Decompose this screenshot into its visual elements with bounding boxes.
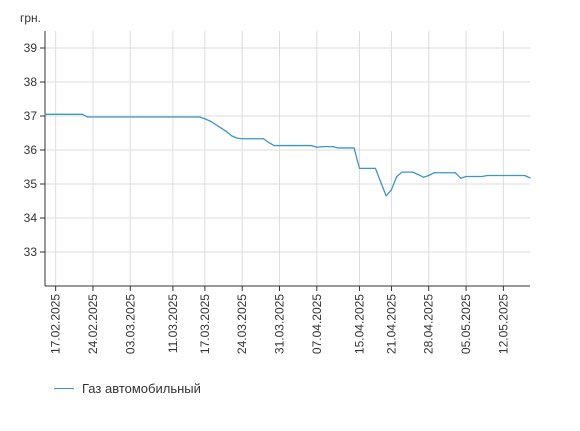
data-point [204,118,206,120]
data-point [390,189,393,191]
x-tick-label: 17.03.2025 [198,294,212,354]
series-layer [44,113,531,197]
data-point [465,175,467,178]
x-tick-label: 11.03.2025 [166,294,180,353]
x-tick-label: 07.04.2025 [310,294,324,354]
data-point [44,113,46,115]
x-tick-label: 03.03.2025 [123,294,137,354]
y-tick-label: 35 [24,177,38,191]
y-tick-label: 37 [24,109,38,123]
y-tick-label: 36 [24,143,38,157]
x-tick-label: 24.02.2025 [86,294,100,354]
legend-label: Газ автомобильный [82,381,201,396]
data-point [268,141,270,144]
y-tick-label: 33 [24,245,38,259]
y-tick-label: 38 [24,75,38,89]
data-point [401,171,403,173]
x-tick-label: 24.03.2025 [235,294,249,354]
x-tick-label: 28.04.2025 [422,294,436,354]
y-tick-label: 39 [24,41,38,55]
grid [40,31,530,291]
data-point [273,144,275,147]
x-tick-label: 21.04.2025 [384,294,398,354]
y-axis-label: грн. [20,11,41,25]
data-point [321,146,323,148]
data-point [486,174,488,177]
data-point [332,146,334,148]
data-point [460,177,462,179]
x-tick-label: 05.05.2025 [459,294,473,354]
data-point [198,116,201,118]
data-point [433,172,435,174]
data-point [310,144,313,147]
data-point [396,175,398,178]
x-tick-label: 12.05.2025 [496,294,510,354]
data-point [385,195,387,197]
x-tick-label: 31.03.2025 [273,294,287,354]
x-tick-label: 15.04.2025 [352,294,366,354]
y-tick-labels: 33 34 35 36 37 38 39 [24,41,38,259]
data-point [529,177,531,179]
data-point [81,113,83,115]
x-tick-label: 17.02.2025 [49,294,63,354]
data-point [241,138,243,140]
legend[interactable]: Газ автомобильный [54,381,201,396]
y-tick-label: 34 [24,211,38,225]
data-point [337,147,339,149]
data-point [358,167,361,169]
data-point [220,127,222,129]
data-point [225,130,227,132]
data-point [374,167,377,169]
data-point [481,175,483,178]
axes [44,31,530,287]
data-point [428,174,430,177]
data-point [236,137,238,139]
data-point [524,174,526,177]
data-point [412,171,414,173]
data-point [209,120,211,122]
data-point [353,147,355,149]
data-point [454,172,456,174]
data-point [230,135,233,137]
legend-line-swatch [54,388,74,389]
data-point [316,146,318,148]
data-point [417,173,419,176]
data-point [422,176,425,178]
data-point [214,123,217,126]
x-tick-labels: 17.02.2025 24.02.2025 03.03.2025 11.03.2025… [49,294,511,354]
data-point [262,138,265,140]
data-point [87,116,89,118]
